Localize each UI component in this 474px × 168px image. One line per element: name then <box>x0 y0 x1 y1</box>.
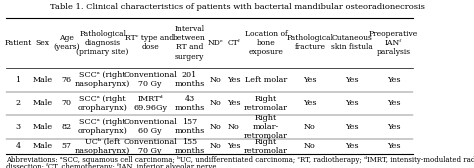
Text: Age
(years): Age (years) <box>53 34 80 51</box>
Text: Sex: Sex <box>36 39 50 47</box>
Text: Yes: Yes <box>387 142 400 150</box>
Text: Yes: Yes <box>345 142 358 150</box>
Text: Yes: Yes <box>227 76 240 84</box>
Text: No: No <box>228 123 239 131</box>
Text: dissection; ᶠCT, chemotherapy; ᶠIAN, inferior alveolar nerve.: dissection; ᶠCT, chemotherapy; ᶠIAN, inf… <box>6 163 219 168</box>
Text: 43
months: 43 months <box>174 95 205 112</box>
Text: Interval
between
RT and
surgery: Interval between RT and surgery <box>173 25 206 61</box>
Text: No: No <box>210 142 221 150</box>
Text: Right
retromolar: Right retromolar <box>244 95 288 112</box>
Text: CTᶠ: CTᶠ <box>228 39 240 47</box>
Text: Yes: Yes <box>387 123 400 131</box>
Text: Male: Male <box>33 123 53 131</box>
Text: Male: Male <box>33 142 53 150</box>
Text: Yes: Yes <box>345 99 358 107</box>
Text: No: No <box>304 123 316 131</box>
Text: Cutaneous
skin fistula: Cutaneous skin fistula <box>331 34 373 51</box>
Text: 157
months: 157 months <box>174 118 205 135</box>
Text: Yes: Yes <box>227 99 240 107</box>
Text: 2: 2 <box>16 99 20 107</box>
Text: Abbreviations: ᵃSCC, squamous cell carcinoma; ᵇUC, undifferentiated carcinoma; ᶜ: Abbreviations: ᵃSCC, squamous cell carci… <box>6 156 474 164</box>
Text: NDᵉ: NDᵉ <box>208 39 224 47</box>
Text: 155
months: 155 months <box>174 138 205 155</box>
Text: Yes: Yes <box>387 76 400 84</box>
Text: IMRTᵈ
69.96Gy: IMRTᵈ 69.96Gy <box>133 95 167 112</box>
Text: Right
retromolar: Right retromolar <box>244 138 288 155</box>
Text: Male: Male <box>33 99 53 107</box>
Text: Yes: Yes <box>303 76 317 84</box>
Text: Conventional
70 Gy: Conventional 70 Gy <box>123 138 177 155</box>
Text: Location of
bone
exposure: Location of bone exposure <box>245 30 287 56</box>
Text: Yes: Yes <box>387 99 400 107</box>
Text: No: No <box>304 142 316 150</box>
Text: Patient: Patient <box>4 39 32 47</box>
Text: Conventional
60 Gy: Conventional 60 Gy <box>123 118 177 135</box>
Text: Left molar: Left molar <box>245 76 287 84</box>
Text: No: No <box>210 99 221 107</box>
Text: 3: 3 <box>16 123 20 131</box>
Text: Pathological
fracture: Pathological fracture <box>286 34 334 51</box>
Text: Table 1. Clinical characteristics of patients with bacterial mandibular osteorad: Table 1. Clinical characteristics of pat… <box>50 3 424 11</box>
Text: RTᶜ type and
dose: RTᶜ type and dose <box>126 34 174 51</box>
Text: Right
molar-
retromolar: Right molar- retromolar <box>244 114 288 140</box>
Text: SCCᵃ (right
oropharynx): SCCᵃ (right oropharynx) <box>78 95 128 112</box>
Text: 82: 82 <box>61 123 72 131</box>
Text: 76: 76 <box>61 76 72 84</box>
Text: Preoperative
IANᶠ
paralysis: Preoperative IANᶠ paralysis <box>369 30 418 56</box>
Text: 1: 1 <box>16 76 20 84</box>
Text: UCᵇ (left
nasopharynx): UCᵇ (left nasopharynx) <box>75 138 130 155</box>
Text: Pathological
diagnosis
(primary site): Pathological diagnosis (primary site) <box>76 30 129 56</box>
Text: Yes: Yes <box>345 123 358 131</box>
Text: SCCᵃ (right
nasopharynx): SCCᵃ (right nasopharynx) <box>75 71 130 88</box>
Text: 4: 4 <box>16 142 20 150</box>
Text: SCCᵃ (right
oropharynx): SCCᵃ (right oropharynx) <box>78 118 128 135</box>
Text: Yes: Yes <box>345 76 358 84</box>
Text: 57: 57 <box>61 142 72 150</box>
Text: Male: Male <box>33 76 53 84</box>
Text: 70: 70 <box>61 99 72 107</box>
Text: No: No <box>210 123 221 131</box>
Text: Yes: Yes <box>303 99 317 107</box>
Text: Yes: Yes <box>227 142 240 150</box>
Text: 201
months: 201 months <box>174 71 205 88</box>
Text: No: No <box>210 76 221 84</box>
Text: Conventional
70 Gy: Conventional 70 Gy <box>123 71 177 88</box>
